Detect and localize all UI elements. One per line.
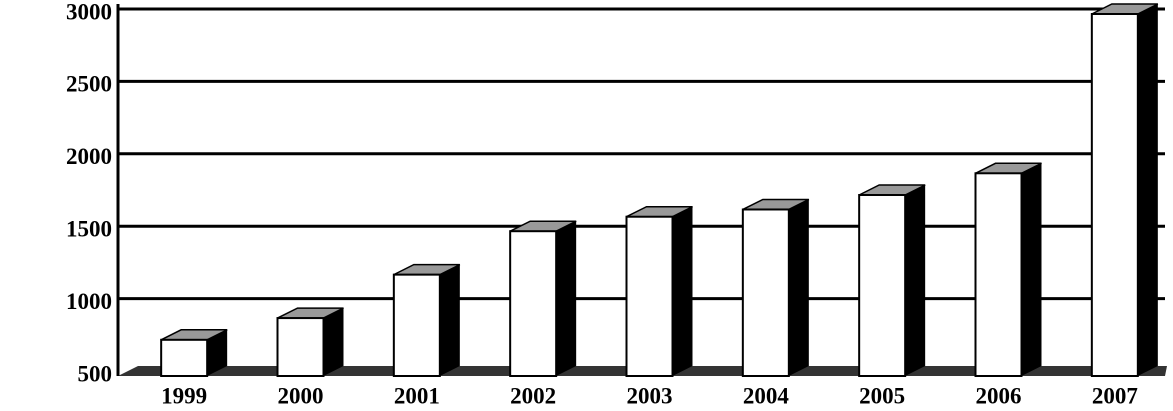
bar-side: [323, 308, 344, 376]
bar: [160, 338, 209, 377]
y-tick-label: 2000: [66, 144, 112, 169]
bar-side: [788, 199, 809, 376]
x-tick-label: 2000: [278, 383, 324, 408]
bar-side: [556, 221, 577, 376]
y-tick-label: 1000: [66, 289, 112, 314]
bar: [392, 273, 441, 378]
x-tick-label: 2001: [394, 383, 440, 408]
bar: [509, 230, 558, 377]
bar: [625, 215, 674, 377]
y-tick-label: 2500: [66, 72, 112, 97]
bar-side: [1137, 4, 1158, 376]
y-tick-label: 500: [78, 361, 113, 386]
y-tick-label: 1500: [66, 216, 112, 241]
bar-side: [905, 185, 926, 376]
x-tick-label: 2002: [510, 383, 556, 408]
x-tick-label: 2003: [627, 383, 673, 408]
bar: [858, 194, 907, 377]
x-tick-label: 1999: [161, 383, 207, 408]
y-tick-label: 3000: [66, 0, 112, 24]
x-tick-label: 2004: [743, 383, 790, 408]
bar-side: [1021, 163, 1042, 376]
x-tick-label: 2007: [1092, 383, 1138, 408]
bar-side: [207, 329, 228, 376]
x-tick-label: 2006: [976, 383, 1022, 408]
bar-side: [439, 264, 460, 376]
bar: [276, 317, 325, 377]
bar: [974, 172, 1023, 377]
bar: [1090, 13, 1139, 377]
x-tick-label: 2005: [859, 383, 905, 408]
bar-side: [672, 206, 693, 376]
bar: [741, 208, 790, 377]
